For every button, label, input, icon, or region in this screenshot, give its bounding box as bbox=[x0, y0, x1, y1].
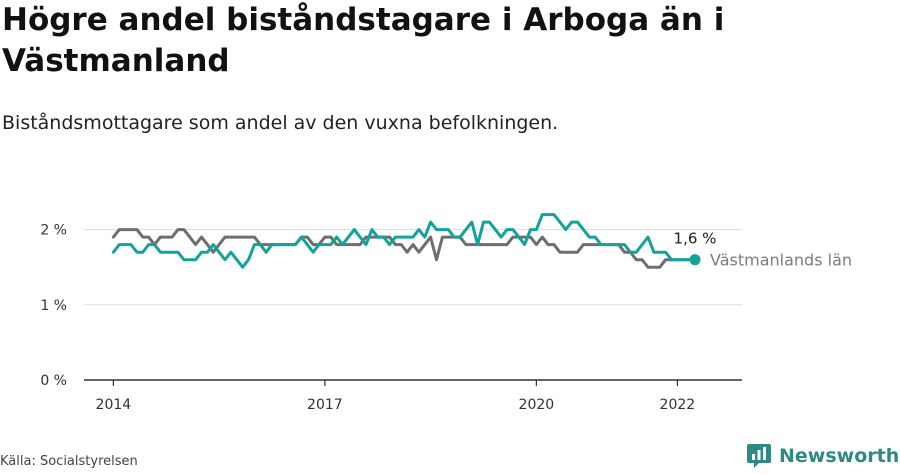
y-tick-label: 2 % bbox=[40, 223, 67, 239]
arboga-series-line bbox=[111, 228, 691, 269]
x-axis-ticks: 2014 2017 2020 2022 bbox=[96, 380, 696, 413]
vastmanland-series-line bbox=[111, 213, 697, 269]
chart-subtitle: Biståndsmottagare som andel av den vuxna… bbox=[2, 112, 559, 134]
y-tick-label: 0 % bbox=[40, 373, 67, 389]
newsworthy-logo-icon bbox=[747, 444, 771, 468]
brand-name: Newsworthy bbox=[779, 445, 900, 467]
end-point-marker bbox=[689, 254, 701, 266]
x-tick-label: 2020 bbox=[519, 397, 555, 413]
grid-lines bbox=[84, 229, 742, 306]
y-tick-label: 1 % bbox=[40, 298, 67, 314]
source-note: Källa: Socialstyrelsen bbox=[0, 454, 138, 469]
series-labels: 1,6 % Västmanlands län bbox=[674, 230, 852, 270]
x-tick-label: 2014 bbox=[96, 397, 132, 413]
series-name-label: Västmanlands län bbox=[710, 251, 852, 270]
y-axis-labels: 0 % 1 % 2 % bbox=[40, 223, 67, 389]
end-value-label: 1,6 % bbox=[674, 230, 717, 248]
series-lines bbox=[111, 213, 697, 269]
line-chart: 0 % 1 % 2 % 2014 2017 2020 2022 1,6 % Västmanl… bbox=[40, 213, 852, 413]
x-tick-label: 2017 bbox=[307, 397, 343, 413]
newsworthy-brand[interactable]: Newsworthy bbox=[746, 442, 900, 470]
x-tick-label: 2022 bbox=[660, 397, 696, 413]
chart-title: Högre andel biståndstagare i Arboga än i… bbox=[2, 2, 725, 79]
